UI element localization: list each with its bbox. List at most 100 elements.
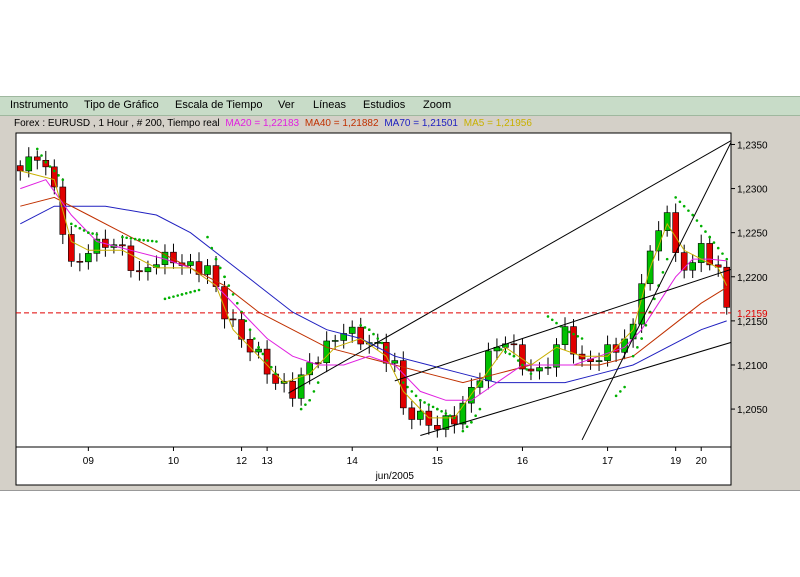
sar-dot — [623, 385, 626, 389]
sar-dot — [265, 359, 269, 362]
y-tick-label: 1,2100 — [737, 361, 768, 372]
candle-body — [561, 326, 569, 345]
sar-dot — [125, 236, 128, 240]
x-tick-label: 20 — [696, 456, 708, 467]
sar-dot — [384, 346, 388, 349]
sar-dot — [427, 403, 431, 406]
y-tick-label: 1,2200 — [737, 273, 768, 284]
sar-dot — [644, 323, 648, 327]
sar-dot — [227, 284, 231, 287]
sar-dot — [359, 323, 363, 327]
sar-dot — [682, 204, 686, 208]
sar-dot — [363, 326, 367, 329]
sar-dot — [567, 330, 571, 334]
candle-body — [680, 252, 688, 271]
sar-dot — [367, 328, 371, 331]
candle-body — [655, 230, 662, 252]
candle-body — [246, 338, 254, 353]
x-tick-label: 09 — [83, 456, 95, 467]
sar-dot — [529, 372, 533, 376]
sar-dot — [444, 412, 448, 415]
sar-dot — [525, 368, 529, 371]
sar-dot — [725, 257, 729, 261]
candle-body — [289, 380, 296, 399]
sar-dot — [716, 246, 720, 250]
current-price-label: 1,2159 — [737, 309, 768, 320]
candle-body — [51, 166, 58, 188]
sar-dot — [61, 178, 65, 182]
candle-body — [306, 362, 313, 376]
sar-dot — [53, 169, 56, 173]
candle-body — [672, 212, 679, 253]
candle-body — [16, 165, 24, 172]
menu-ver[interactable]: Ver — [278, 99, 295, 111]
sar-dot — [499, 348, 503, 351]
candle-body — [706, 243, 714, 266]
x-tick-label: 10 — [168, 456, 180, 467]
sar-dot — [146, 239, 150, 242]
sar-dot — [121, 235, 124, 239]
sar-dot — [708, 235, 712, 239]
sar-dot — [218, 266, 222, 270]
sar-dot — [687, 209, 690, 212]
candle-body — [417, 410, 424, 420]
sar-dot — [48, 165, 52, 168]
sar-dot — [636, 346, 639, 349]
menu-tipo-de-grafico[interactable]: Tipo de Gráfico — [84, 99, 159, 111]
sar-dot — [640, 337, 643, 340]
sar-dot — [91, 232, 94, 235]
trend-line — [394, 268, 731, 382]
menu-lineas[interactable]: Líneas — [313, 99, 347, 111]
sar-dot — [163, 297, 167, 301]
sar-dot — [150, 239, 154, 243]
x-tick-label: 16 — [517, 456, 529, 467]
price-chart[interactable]: 1,2350 1,2300 1,2250 1,2200 1,2150 1,2100 1,20… — [0, 0, 800, 490]
candle-body — [510, 343, 518, 346]
candle-body — [331, 340, 339, 342]
menu-escala-de-tiempo[interactable]: Escala de Tiempo — [175, 99, 263, 111]
candle-body — [442, 415, 450, 430]
candle-body — [723, 266, 731, 308]
candle-body — [544, 366, 552, 369]
candle-body — [212, 265, 220, 287]
sar-dot — [87, 231, 90, 234]
candle-body — [255, 348, 262, 353]
candle-body — [221, 286, 228, 320]
sar-dot — [614, 394, 618, 398]
menu-estudios[interactable]: Estudios — [363, 99, 406, 111]
legend-ma20: MA20 = 1,22183 — [225, 118, 300, 129]
legend-ma70: MA70 = 1,21501 — [384, 118, 458, 129]
candle-body — [476, 380, 484, 388]
sar-dot — [504, 350, 507, 354]
sar-dot — [440, 409, 443, 413]
sar-dot — [231, 293, 235, 296]
x-tick-label: 19 — [670, 456, 682, 467]
ma20-line — [20, 179, 727, 401]
sar-dot — [184, 292, 188, 295]
candle-body — [663, 212, 671, 231]
sar-dot — [78, 226, 82, 230]
candle-body — [689, 262, 696, 271]
y-tick-label: 1,2350 — [737, 140, 768, 151]
sar-dot — [299, 407, 303, 411]
sar-dot — [193, 289, 197, 293]
candle-body — [323, 340, 330, 363]
sar-dot — [172, 295, 175, 298]
sar-dot — [155, 240, 158, 243]
sar-dot — [74, 224, 77, 228]
sar-dot — [661, 271, 665, 274]
sar-dot — [376, 337, 380, 340]
candle-body — [527, 368, 535, 372]
sar-dot — [261, 352, 265, 356]
candle-body — [204, 265, 211, 275]
sar-dot — [236, 301, 239, 305]
sar-dot — [253, 337, 256, 340]
menu-zoom[interactable]: Zoom — [423, 99, 452, 111]
menu-instrumento[interactable]: Instrumento — [10, 99, 69, 111]
sar-dot — [563, 328, 567, 331]
sar-dot — [180, 293, 184, 296]
candle-body — [391, 360, 399, 364]
candle-body — [136, 270, 143, 273]
sar-dot — [70, 222, 73, 226]
legend-ma5: MA5 = 1,21956 — [463, 118, 532, 129]
